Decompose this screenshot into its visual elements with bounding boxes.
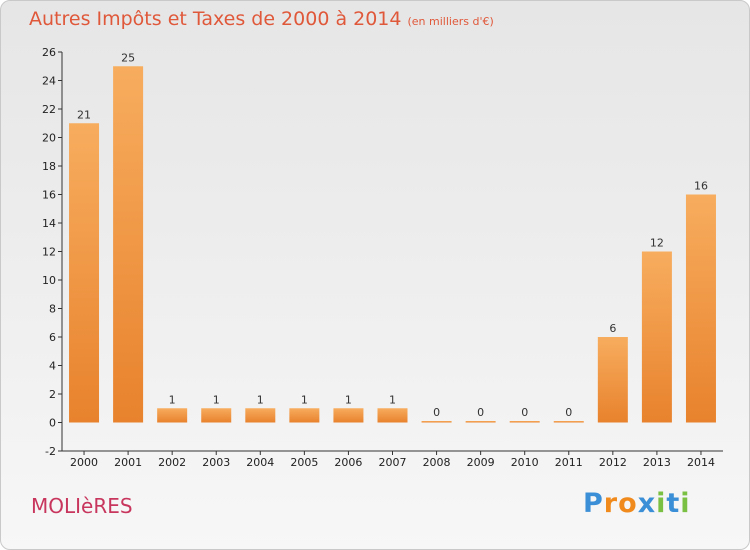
data-label: 1 <box>301 393 308 406</box>
x-tick-label: 2011 <box>555 456 583 469</box>
y-tick-label: 10 <box>42 274 56 287</box>
logo-letter: o <box>618 488 638 519</box>
chart-title: Autres Impôts et Taxes de 2000 à 2014 (en… <box>29 8 494 30</box>
data-label: 1 <box>169 393 176 406</box>
x-tick-label: 2003 <box>202 456 230 469</box>
data-label: 0 <box>477 406 484 419</box>
x-tick-label: 2001 <box>114 456 142 469</box>
y-tick-label: 26 <box>42 46 56 59</box>
x-tick-label: 2008 <box>423 456 451 469</box>
bar <box>685 194 716 423</box>
x-tick-label: 2000 <box>70 456 98 469</box>
bar <box>289 408 320 423</box>
y-tick-label: 24 <box>42 75 56 88</box>
data-label: 1 <box>345 393 352 406</box>
logo-letter: i <box>656 488 667 519</box>
chart-title-text: Autres Impôts et Taxes de 2000 à 2014 <box>29 8 402 30</box>
data-label: 0 <box>433 406 440 419</box>
data-label: 25 <box>121 51 135 64</box>
bar <box>377 408 408 423</box>
y-tick-label: 4 <box>49 360 56 373</box>
logo-letter: i <box>680 488 691 519</box>
y-tick-label: 22 <box>42 103 56 116</box>
x-tick-label: 2009 <box>467 456 495 469</box>
data-label: 1 <box>213 393 220 406</box>
data-label: 0 <box>521 406 528 419</box>
bar <box>245 408 276 423</box>
data-label: 6 <box>609 322 616 335</box>
x-tick-label: 2010 <box>511 456 539 469</box>
logo-letter: r <box>603 488 619 519</box>
bar <box>157 408 188 423</box>
y-tick-label: 12 <box>42 246 56 259</box>
bar <box>465 421 496 423</box>
data-label: 21 <box>77 108 91 121</box>
proxiti-logo: Proxiti <box>583 488 691 519</box>
y-tick-label: 18 <box>42 160 56 173</box>
bar <box>641 251 672 423</box>
x-tick-label: 2014 <box>687 456 715 469</box>
x-tick-label: 2012 <box>599 456 627 469</box>
data-label: 12 <box>650 237 664 250</box>
logo-letter: t <box>666 488 681 519</box>
bar <box>333 408 364 423</box>
bar <box>509 421 540 423</box>
data-label: 0 <box>565 406 572 419</box>
bar <box>597 337 628 423</box>
chart-unit-note: (en milliers d'€) <box>407 15 494 28</box>
y-tick-label: 8 <box>49 303 56 316</box>
y-tick-label: 0 <box>49 417 56 430</box>
bar <box>201 408 232 423</box>
commune-name: MOLIèRES <box>31 494 133 518</box>
y-tick-label: 20 <box>42 132 56 145</box>
bar <box>553 421 584 423</box>
x-tick-label: 2007 <box>379 456 407 469</box>
y-tick-label: 16 <box>42 189 56 202</box>
logo-letter: x <box>637 488 657 519</box>
y-tick-label: 14 <box>42 217 56 230</box>
data-label: 1 <box>257 393 264 406</box>
x-tick-label: 2005 <box>290 456 318 469</box>
y-tick-label: 2 <box>49 388 56 401</box>
bar <box>421 421 452 423</box>
logo-letter: P <box>583 488 604 519</box>
x-tick-label: 2004 <box>246 456 274 469</box>
data-label: 16 <box>694 180 708 193</box>
bar <box>113 66 144 423</box>
y-tick-label: -2 <box>45 445 56 458</box>
bar <box>69 123 100 423</box>
x-tick-label: 2002 <box>158 456 186 469</box>
y-tick-label: 6 <box>49 331 56 344</box>
x-tick-label: 2006 <box>334 456 362 469</box>
x-tick-label: 2013 <box>643 456 671 469</box>
data-label: 1 <box>389 393 396 406</box>
